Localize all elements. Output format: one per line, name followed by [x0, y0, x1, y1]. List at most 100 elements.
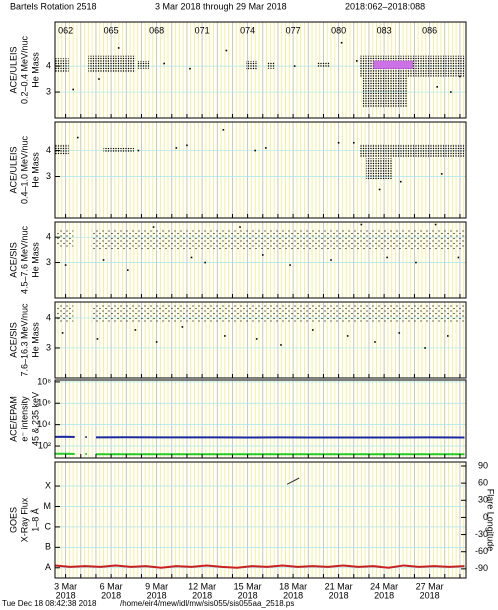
point	[312, 329, 314, 331]
point-cluster	[55, 304, 74, 323]
y2-tick-label: -60	[475, 546, 488, 556]
point	[436, 86, 438, 88]
y-tick-label: A	[45, 562, 51, 572]
point	[254, 149, 256, 152]
series-line	[54, 564, 465, 569]
point	[399, 180, 402, 183]
point	[330, 259, 332, 261]
year-label: 2018	[283, 590, 303, 600]
point	[352, 141, 355, 144]
point	[64, 264, 67, 266]
y-tick-label: M	[44, 501, 52, 511]
y-tick-label: 3	[46, 342, 51, 352]
point	[415, 261, 417, 264]
y-tick-label: 10²	[38, 440, 51, 450]
doy-tick-label: 068	[149, 25, 164, 35]
point	[152, 226, 155, 228]
doy-tick-label: 074	[240, 25, 255, 35]
y-axis-label: GOES	[8, 507, 18, 533]
footer-timestamp: Tue Dec 18 08:42:38 2018	[2, 599, 97, 608]
doy-tick-label: 071	[195, 25, 210, 35]
point	[239, 226, 241, 228]
point	[163, 62, 165, 65]
y-axis-label: 1–8 Å	[30, 508, 40, 532]
y-axis-label: 0.4–1.0 MeV/nuc	[19, 135, 29, 204]
point	[175, 147, 178, 149]
y-tick-label: 3	[46, 86, 51, 96]
y-tick-label: 10⁴	[37, 419, 51, 429]
year-label: 2018	[374, 590, 394, 600]
point	[293, 65, 296, 67]
y-tick-label: 3	[46, 257, 51, 267]
y-axis-label: He Mass	[30, 322, 40, 358]
point	[434, 223, 437, 226]
point	[134, 329, 137, 331]
year-label: 2018	[238, 590, 258, 600]
point	[457, 256, 460, 259]
point	[102, 259, 105, 261]
doy-tick-label: 062	[58, 25, 73, 35]
point	[98, 78, 100, 80]
point	[61, 332, 64, 334]
doy-tick-label: 086	[422, 25, 437, 35]
panel-frame	[54, 461, 467, 579]
point	[265, 147, 267, 149]
y2-tick-label: -30	[475, 529, 488, 539]
point	[222, 128, 225, 131]
point	[340, 41, 343, 44]
y-axis-label: He Mass	[30, 52, 40, 88]
point-cluster	[55, 144, 69, 155]
point	[360, 223, 363, 226]
y-tick-label: 10⁶	[37, 398, 51, 408]
y-tick-label: X	[45, 480, 51, 490]
doy-tick-label: 077	[286, 25, 301, 35]
point-cluster	[362, 76, 407, 108]
date-tick-label: 27 Mar	[416, 581, 444, 591]
date-tick-label: 12 Mar	[188, 581, 216, 591]
point	[204, 261, 206, 264]
point-cluster	[359, 144, 465, 158]
flare-line	[286, 477, 300, 485]
y-axis-label: X-Ray Flux	[19, 497, 29, 542]
point	[117, 47, 120, 49]
point	[76, 136, 79, 139]
point	[96, 338, 99, 340]
date-tick-label: 9 Mar	[145, 581, 168, 591]
date-tick-label: 18 Mar	[279, 581, 307, 591]
y-axis-label: ACE/ULEIS	[8, 146, 18, 193]
point	[459, 75, 461, 78]
year-label: 2018	[147, 590, 167, 600]
date-tick-label: 21 Mar	[325, 581, 353, 591]
footer-path: /home/eir4/mew/idl/mw/sis055/sis055aa_25…	[120, 599, 294, 608]
doy-tick-label: 083	[377, 25, 392, 35]
y2-axis-label: Flare Longitude	[486, 489, 496, 552]
point	[374, 341, 376, 343]
point	[280, 344, 282, 346]
point-cluster	[246, 60, 257, 70]
y-tick-label: 4	[46, 232, 51, 242]
y-axis-label: ACE/ULEIS	[8, 46, 18, 93]
point	[337, 141, 340, 144]
doy-range: 2018:062–2018:088	[345, 1, 425, 11]
point	[450, 91, 452, 93]
point-cluster	[55, 229, 74, 248]
y-axis-label: 0.2–0.4 MeV/nuc	[19, 35, 29, 104]
point-cluster	[91, 229, 465, 250]
point-cluster	[365, 158, 392, 180]
y-axis-label: 4.5–7.6 MeV/nuc	[19, 225, 29, 294]
point-cluster	[267, 62, 275, 69]
point	[289, 264, 291, 266]
point	[261, 254, 264, 256]
y-tick-label: 10⁸	[37, 376, 51, 386]
panel-frame	[54, 21, 467, 119]
y-tick-label: 4	[46, 312, 51, 322]
point-cluster	[317, 62, 330, 68]
point	[346, 335, 349, 337]
point	[224, 335, 226, 337]
date-tick-label: 15 Mar	[234, 581, 262, 591]
panel-frame	[54, 221, 467, 299]
point	[378, 188, 381, 191]
year-label: 2018	[56, 590, 76, 600]
y-axis-label: He Mass	[30, 152, 40, 188]
